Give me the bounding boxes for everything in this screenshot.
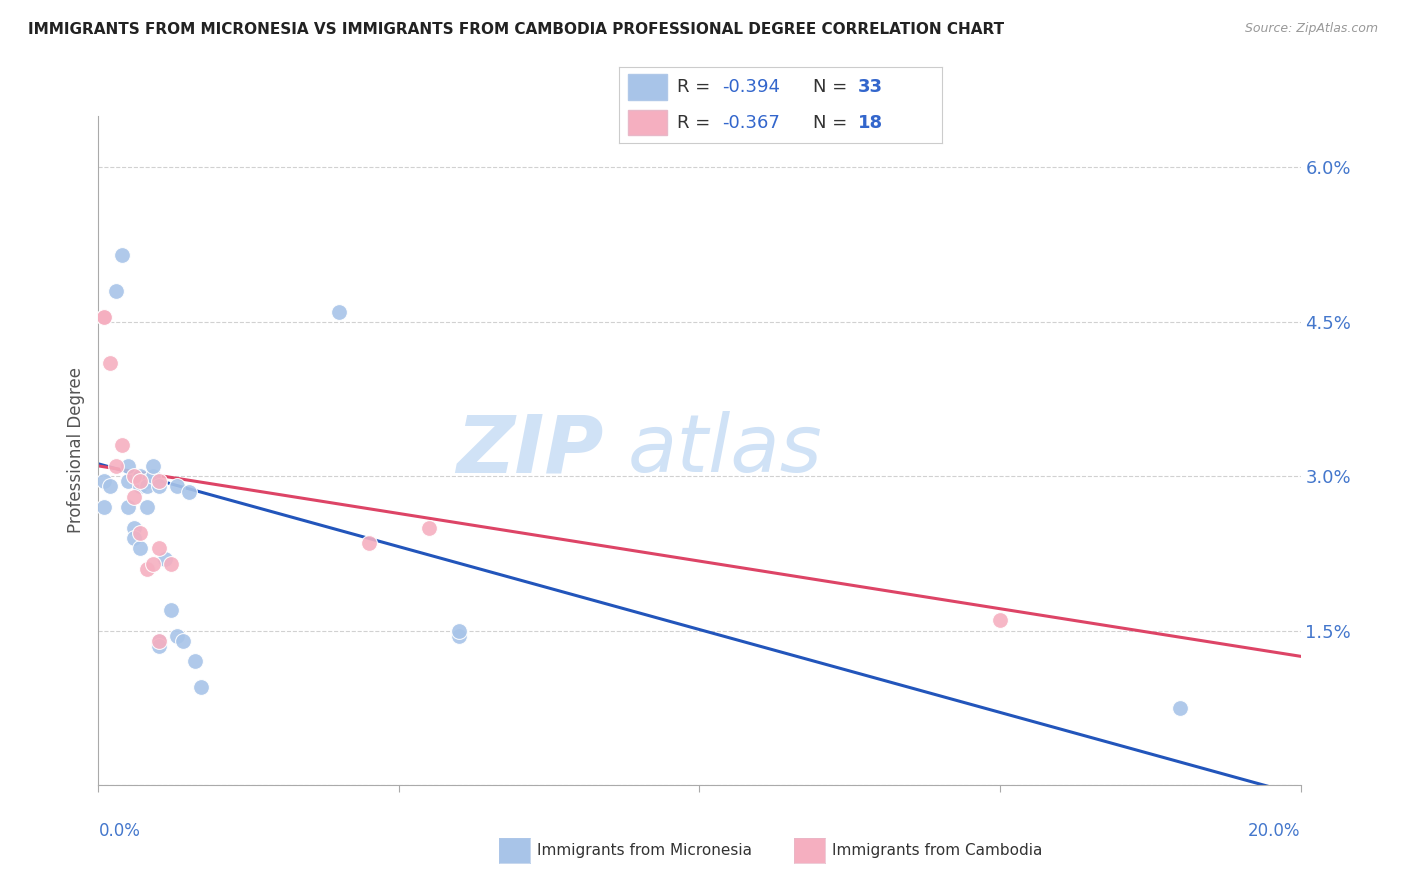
Point bbox=[105, 458, 128, 473]
Point bbox=[124, 521, 146, 535]
Point bbox=[447, 624, 470, 638]
Point bbox=[135, 475, 157, 489]
Text: R =: R = bbox=[676, 113, 716, 132]
Point bbox=[93, 310, 115, 324]
Point bbox=[135, 562, 157, 576]
Text: 18: 18 bbox=[858, 113, 883, 132]
Text: -0.367: -0.367 bbox=[723, 113, 780, 132]
Point bbox=[1170, 700, 1192, 714]
Point bbox=[153, 551, 176, 566]
Y-axis label: Professional Degree: Professional Degree bbox=[67, 368, 86, 533]
Text: -0.394: -0.394 bbox=[723, 78, 780, 96]
Point bbox=[148, 633, 170, 648]
Point bbox=[93, 310, 115, 324]
Point bbox=[447, 629, 470, 643]
Point bbox=[166, 629, 188, 643]
Point bbox=[129, 475, 152, 489]
FancyBboxPatch shape bbox=[628, 110, 668, 136]
Point bbox=[159, 603, 181, 617]
Point bbox=[357, 536, 380, 550]
Point bbox=[141, 557, 163, 571]
Point bbox=[177, 484, 200, 499]
Point bbox=[129, 469, 152, 483]
Point bbox=[141, 469, 163, 483]
Point bbox=[111, 248, 134, 262]
Point bbox=[93, 500, 115, 514]
Text: Source: ZipAtlas.com: Source: ZipAtlas.com bbox=[1244, 22, 1378, 36]
Point bbox=[100, 356, 122, 370]
Point bbox=[328, 304, 350, 318]
Text: 20.0%: 20.0% bbox=[1249, 822, 1301, 839]
Point bbox=[93, 475, 115, 489]
Text: Immigrants from Cambodia: Immigrants from Cambodia bbox=[832, 844, 1043, 858]
Text: atlas: atlas bbox=[627, 411, 823, 490]
Point bbox=[117, 500, 139, 514]
Point bbox=[124, 469, 146, 483]
Point bbox=[183, 655, 205, 669]
Point bbox=[135, 500, 157, 514]
Point bbox=[129, 525, 152, 540]
Point bbox=[148, 633, 170, 648]
Point bbox=[148, 541, 170, 556]
Text: Immigrants from Micronesia: Immigrants from Micronesia bbox=[537, 844, 752, 858]
Point bbox=[100, 479, 122, 493]
Text: N =: N = bbox=[813, 113, 852, 132]
Text: IMMIGRANTS FROM MICRONESIA VS IMMIGRANTS FROM CAMBODIA PROFESSIONAL DEGREE CORRE: IMMIGRANTS FROM MICRONESIA VS IMMIGRANTS… bbox=[28, 22, 1004, 37]
Point bbox=[148, 639, 170, 653]
Point bbox=[124, 531, 146, 545]
Point bbox=[111, 438, 134, 452]
Point bbox=[988, 613, 1011, 627]
Point bbox=[148, 479, 170, 493]
Point bbox=[166, 479, 188, 493]
Text: 0.0%: 0.0% bbox=[98, 822, 141, 839]
Point bbox=[135, 479, 157, 493]
Point bbox=[129, 541, 152, 556]
FancyBboxPatch shape bbox=[628, 75, 668, 100]
Point bbox=[141, 458, 163, 473]
Point bbox=[117, 458, 139, 473]
Text: N =: N = bbox=[813, 78, 852, 96]
Point bbox=[148, 475, 170, 489]
Text: ZIP: ZIP bbox=[456, 411, 603, 490]
Text: R =: R = bbox=[676, 78, 716, 96]
Point bbox=[129, 479, 152, 493]
Point bbox=[418, 521, 440, 535]
Point bbox=[117, 475, 139, 489]
Text: 33: 33 bbox=[858, 78, 883, 96]
Point bbox=[159, 557, 181, 571]
Point bbox=[190, 680, 212, 694]
Point bbox=[124, 490, 146, 504]
Point bbox=[105, 284, 128, 298]
Point bbox=[172, 633, 194, 648]
